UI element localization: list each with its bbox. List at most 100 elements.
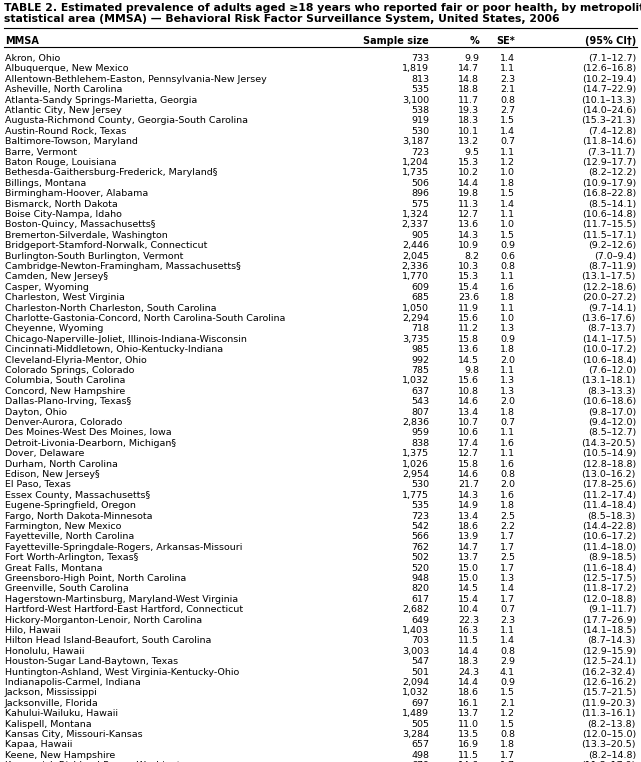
Text: 1.5: 1.5	[500, 117, 515, 126]
Text: 547: 547	[411, 657, 429, 666]
Text: (7.6–12.0): (7.6–12.0)	[588, 366, 636, 375]
Text: Edison, New Jersey§: Edison, New Jersey§	[5, 470, 99, 479]
Text: (14.0–24.6): (14.0–24.6)	[582, 106, 636, 115]
Text: 1.8: 1.8	[500, 179, 515, 187]
Text: Burlington-South Burlington, Vermont: Burlington-South Burlington, Vermont	[5, 251, 183, 261]
Text: Akron, Ohio: Akron, Ohio	[5, 54, 60, 63]
Text: 657: 657	[411, 741, 429, 749]
Text: Bridgeport-Stamford-Norwalk, Connecticut: Bridgeport-Stamford-Norwalk, Connecticut	[5, 242, 208, 250]
Text: (14.7–22.9): (14.7–22.9)	[582, 85, 636, 94]
Text: 609: 609	[411, 283, 429, 292]
Text: 9.9: 9.9	[464, 54, 479, 63]
Text: 1.2: 1.2	[500, 158, 515, 167]
Text: (10.1–13.3): (10.1–13.3)	[581, 95, 636, 104]
Text: (14.1–18.5): (14.1–18.5)	[582, 626, 636, 635]
Text: 16.9: 16.9	[458, 741, 479, 749]
Text: Cambridge-Newton-Framingham, Massachusetts§: Cambridge-Newton-Framingham, Massachuset…	[5, 262, 241, 271]
Text: 679: 679	[411, 761, 429, 762]
Text: 896: 896	[411, 189, 429, 198]
Text: 1.6: 1.6	[500, 491, 515, 500]
Text: 1.7: 1.7	[500, 533, 515, 541]
Text: 1.3: 1.3	[500, 387, 515, 395]
Text: 2,446: 2,446	[402, 242, 429, 250]
Text: Hartford-West Hartford-East Hartford, Connecticut: Hartford-West Hartford-East Hartford, Co…	[5, 605, 243, 614]
Text: 2,294: 2,294	[402, 314, 429, 323]
Text: 1,775: 1,775	[402, 491, 429, 500]
Text: 535: 535	[411, 85, 429, 94]
Text: 637: 637	[411, 387, 429, 395]
Text: 3,187: 3,187	[402, 137, 429, 146]
Text: Keene, New Hampshire: Keene, New Hampshire	[5, 751, 115, 760]
Text: 1.2: 1.2	[500, 709, 515, 719]
Text: (9.8–17.0): (9.8–17.0)	[588, 408, 636, 417]
Text: 16.3: 16.3	[458, 626, 479, 635]
Text: Bethesda-Gaithersburg-Frederick, Maryland§: Bethesda-Gaithersburg-Frederick, Marylan…	[5, 168, 217, 178]
Text: 992: 992	[411, 356, 429, 364]
Text: Charleston-North Charleston, South Carolina: Charleston-North Charleston, South Carol…	[5, 303, 217, 312]
Text: 501: 501	[411, 668, 429, 677]
Text: 14.7: 14.7	[458, 65, 479, 73]
Text: (13.3–20.5): (13.3–20.5)	[581, 741, 636, 749]
Text: 0.7: 0.7	[500, 137, 515, 146]
Text: 498: 498	[411, 751, 429, 760]
Text: 0.8: 0.8	[500, 470, 515, 479]
Text: (11.6–18.4): (11.6–18.4)	[582, 564, 636, 572]
Text: (11.7–15.5): (11.7–15.5)	[582, 220, 636, 229]
Text: Augusta-Richmond County, Georgia-South Carolina: Augusta-Richmond County, Georgia-South C…	[5, 117, 248, 126]
Text: 0.7: 0.7	[500, 605, 515, 614]
Text: (17.7–26.9): (17.7–26.9)	[582, 616, 636, 625]
Text: 13.4: 13.4	[458, 511, 479, 520]
Text: 2,337: 2,337	[402, 220, 429, 229]
Text: 3,003: 3,003	[402, 647, 429, 656]
Text: 530: 530	[411, 126, 429, 136]
Text: 13.6: 13.6	[458, 345, 479, 354]
Text: (10.0–17.2): (10.0–17.2)	[582, 345, 636, 354]
Text: 1.8: 1.8	[500, 741, 515, 749]
Text: Birmingham-Hoover, Alabama: Birmingham-Hoover, Alabama	[5, 189, 148, 198]
Text: 16.1: 16.1	[458, 699, 479, 708]
Text: (11.4–18.4): (11.4–18.4)	[582, 501, 636, 511]
Text: 13.7: 13.7	[458, 709, 479, 719]
Text: 1.5: 1.5	[500, 719, 515, 728]
Text: Eugene-Springfield, Oregon: Eugene-Springfield, Oregon	[5, 501, 136, 511]
Text: 1.6: 1.6	[500, 439, 515, 448]
Text: 0.8: 0.8	[500, 730, 515, 739]
Text: (8.2–13.8): (8.2–13.8)	[588, 719, 636, 728]
Text: (10.6–14.8): (10.6–14.8)	[582, 210, 636, 219]
Text: 14.6: 14.6	[458, 470, 479, 479]
Text: Bremerton-Silverdale, Washington: Bremerton-Silverdale, Washington	[5, 231, 168, 240]
Text: (12.5–24.1): (12.5–24.1)	[582, 657, 636, 666]
Text: Honolulu, Hawaii: Honolulu, Hawaii	[5, 647, 85, 656]
Text: Dover, Delaware: Dover, Delaware	[5, 450, 85, 458]
Text: 23.6: 23.6	[458, 293, 479, 303]
Text: (12.6–16.2): (12.6–16.2)	[582, 678, 636, 687]
Text: 13.7: 13.7	[458, 553, 479, 562]
Text: Durham, North Carolina: Durham, North Carolina	[5, 459, 118, 469]
Text: 12.7: 12.7	[458, 450, 479, 458]
Text: 703: 703	[411, 636, 429, 645]
Text: 3,735: 3,735	[402, 335, 429, 344]
Text: 11.3: 11.3	[458, 200, 479, 209]
Text: (11.9–20.3): (11.9–20.3)	[581, 699, 636, 708]
Text: Hilton Head Island-Beaufort, South Carolina: Hilton Head Island-Beaufort, South Carol…	[5, 636, 212, 645]
Text: 14.4: 14.4	[458, 678, 479, 687]
Text: 18.8: 18.8	[458, 85, 479, 94]
Text: Dallas-Plano-Irving, Texas§: Dallas-Plano-Irving, Texas§	[5, 397, 131, 406]
Text: 0.7: 0.7	[500, 418, 515, 427]
Text: 2.0: 2.0	[500, 480, 515, 489]
Text: Greenville, South Carolina: Greenville, South Carolina	[5, 584, 129, 594]
Text: 1,050: 1,050	[402, 303, 429, 312]
Text: 10.2: 10.2	[458, 168, 479, 178]
Text: 11.5: 11.5	[458, 751, 479, 760]
Text: 1.1: 1.1	[500, 450, 515, 458]
Text: 575: 575	[411, 200, 429, 209]
Text: 1.8: 1.8	[500, 345, 515, 354]
Text: Columbia, South Carolina: Columbia, South Carolina	[5, 376, 126, 386]
Text: Asheville, North Carolina: Asheville, North Carolina	[5, 85, 122, 94]
Text: 1,770: 1,770	[402, 272, 429, 281]
Text: 1.1: 1.1	[500, 148, 515, 157]
Text: 785: 785	[411, 366, 429, 375]
Text: 1.7: 1.7	[500, 751, 515, 760]
Text: 1,324: 1,324	[402, 210, 429, 219]
Text: Billings, Montana: Billings, Montana	[5, 179, 87, 187]
